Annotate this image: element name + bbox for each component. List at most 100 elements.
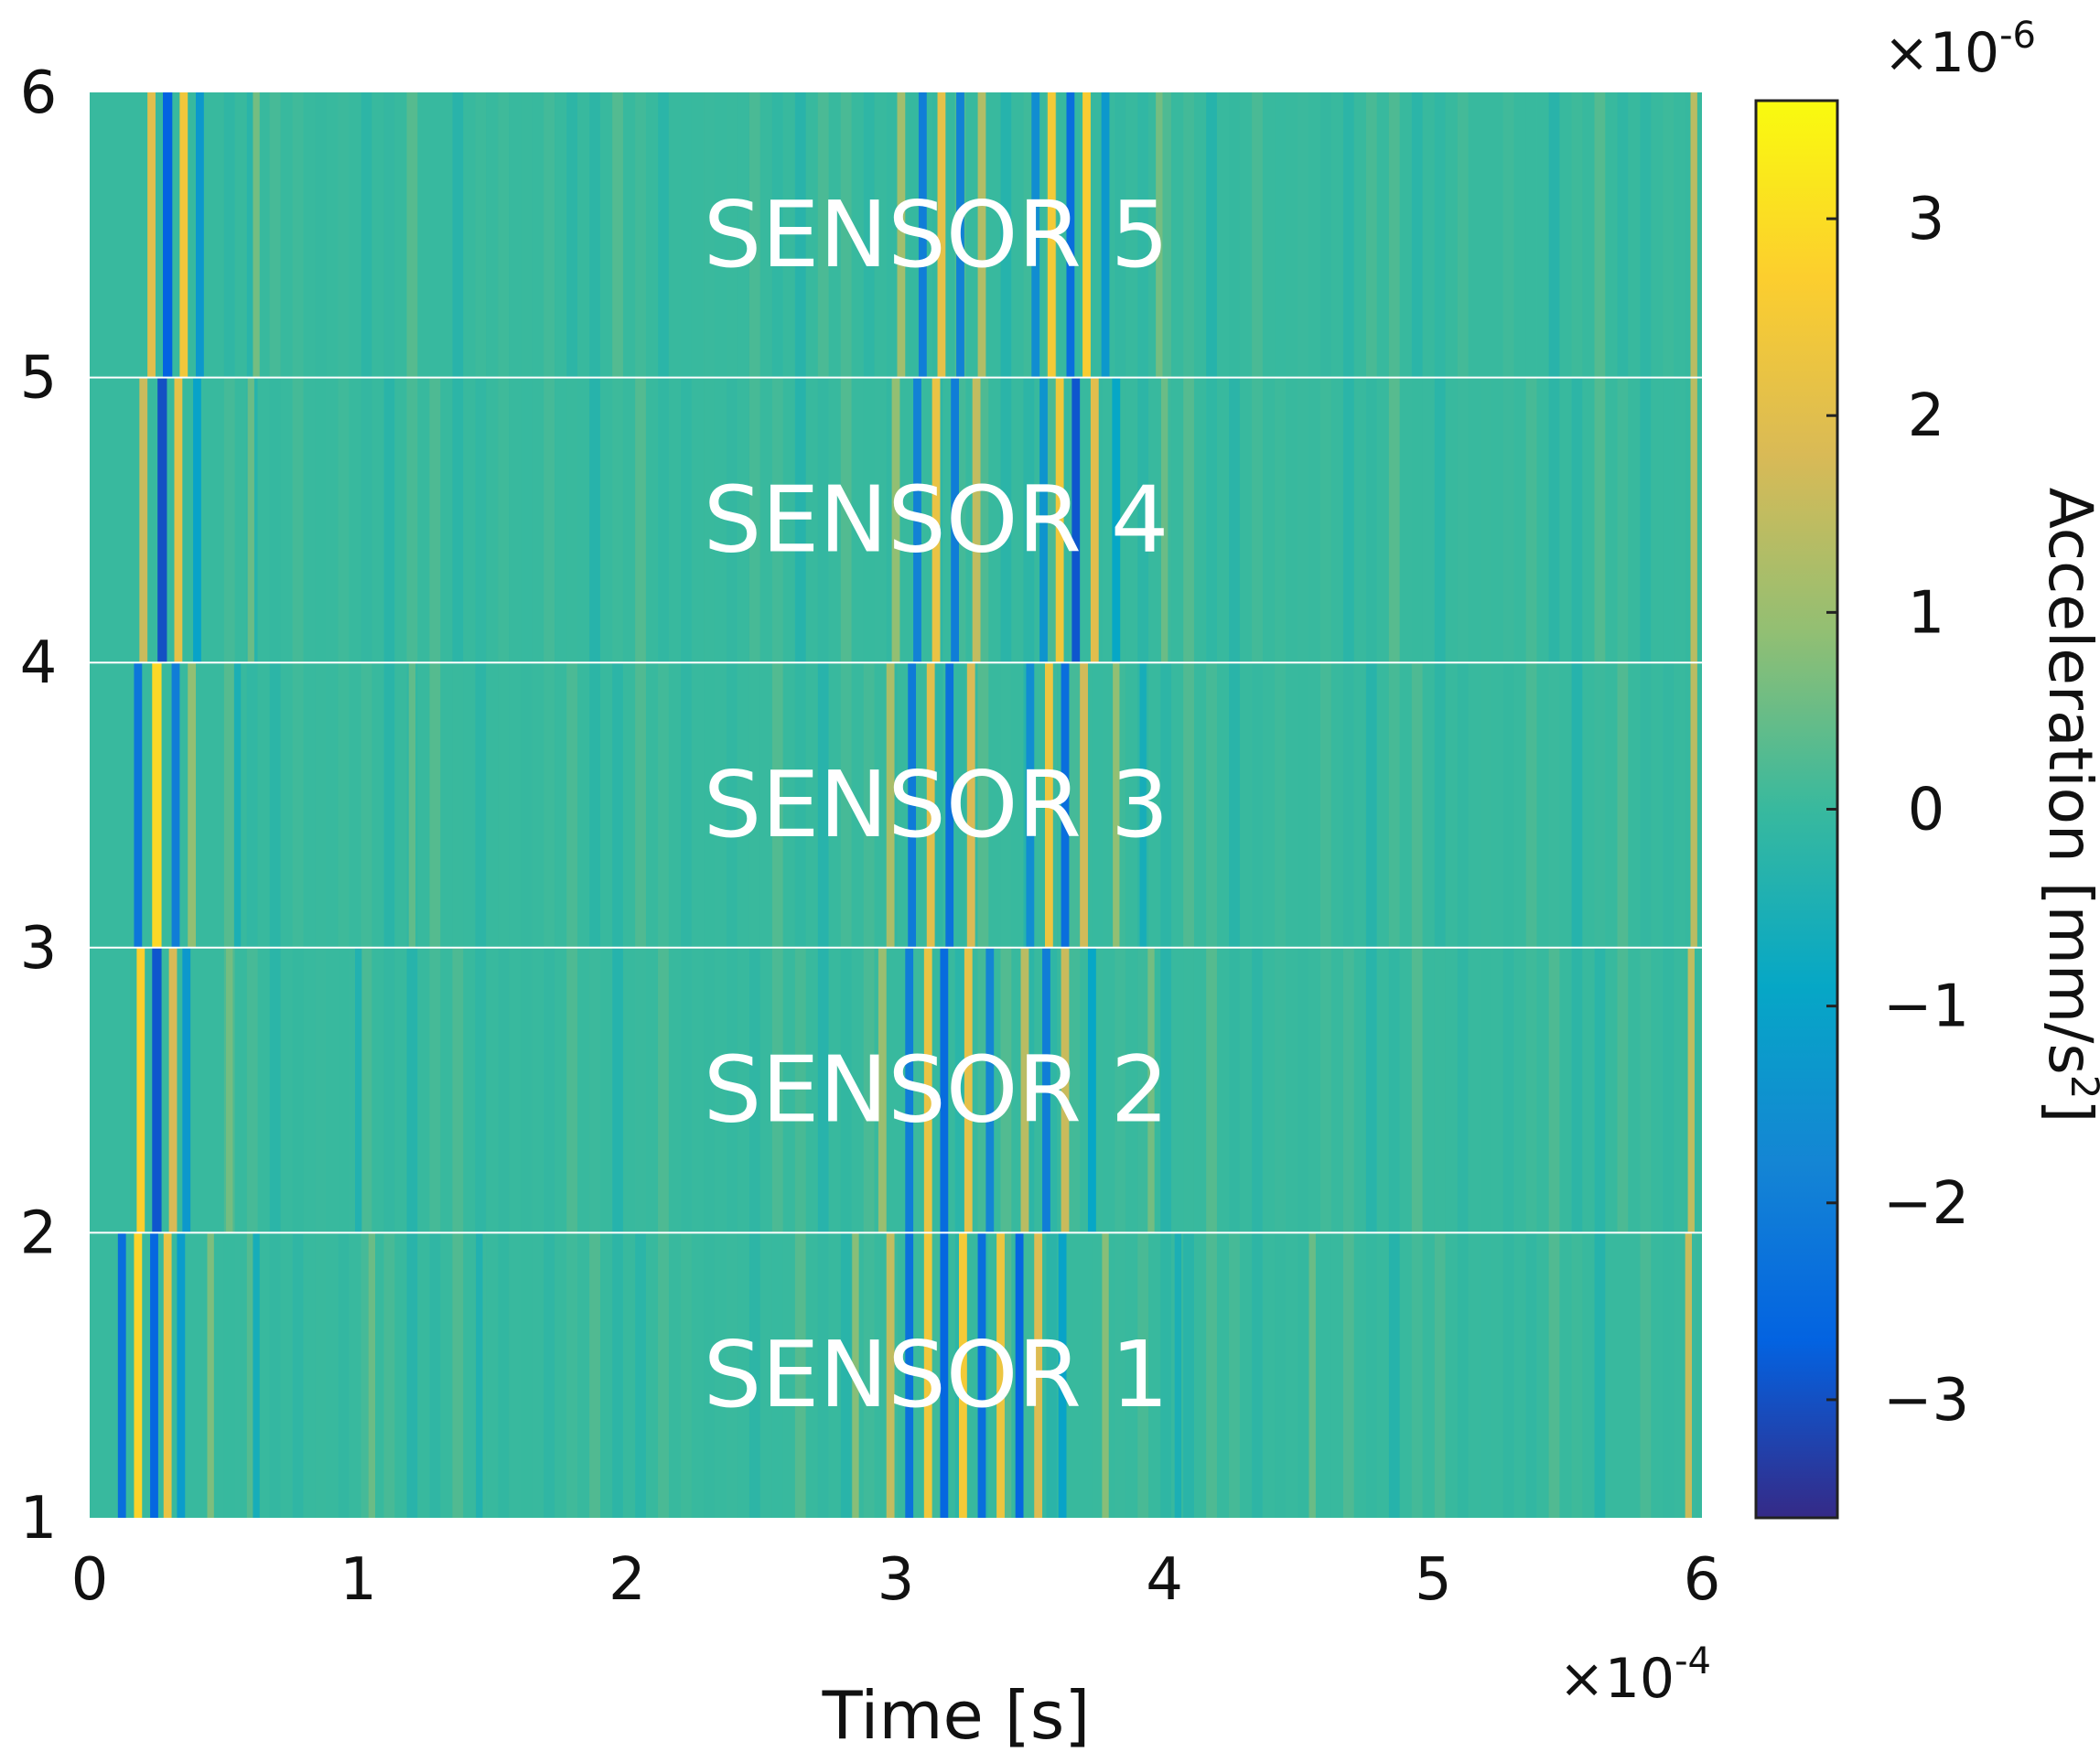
heatmap-band: [177, 1232, 186, 1518]
texture-stripe: [840, 92, 852, 378]
heatmap-band: [886, 662, 895, 948]
texture-stripe: [1252, 662, 1263, 948]
texture-stripe: [452, 662, 464, 948]
texture-stripe: [429, 662, 441, 948]
heatmap-band: [996, 1232, 1005, 1518]
heatmap-band: [972, 377, 981, 663]
x-tick-label: 6: [1684, 1546, 1721, 1614]
texture-stripe: [1663, 1232, 1675, 1518]
texture-stripe: [1342, 92, 1354, 378]
heatmap-band: [253, 1232, 260, 1518]
texture-stripe: [452, 92, 464, 378]
texture-stripe: [1365, 947, 1377, 1233]
heatmap-band: [1690, 662, 1697, 948]
texture-stripe: [1434, 662, 1446, 948]
texture-stripe: [840, 377, 852, 663]
texture-stripe: [1183, 1232, 1194, 1518]
heatmap-band: [1112, 377, 1121, 663]
texture-stripe: [292, 377, 304, 663]
plot-area: [90, 92, 1702, 1518]
texture-stripe: [1548, 1232, 1560, 1518]
heatmap-band: [136, 947, 145, 1233]
texture-stripe: [589, 377, 600, 663]
x-tick-label: 0: [71, 1546, 109, 1614]
texture-stripe: [361, 947, 372, 1233]
heatmap-band: [886, 1232, 895, 1518]
texture-stripe: [794, 1232, 806, 1518]
texture-stripe: [817, 662, 829, 948]
heatmap-band: [852, 1232, 859, 1518]
texture-stripe: [452, 377, 464, 663]
texture-stripe: [954, 662, 966, 948]
texture-stripe: [1023, 1232, 1035, 1518]
texture-stripe: [361, 662, 372, 948]
texture-stripe: [589, 1232, 600, 1518]
texture-stripe: [1365, 92, 1377, 378]
x-axis-label: Time [s]: [822, 1677, 1091, 1754]
texture-stripe: [1229, 1232, 1240, 1518]
heatmap-band: [891, 377, 900, 663]
y-tick-label: 1: [20, 1485, 58, 1553]
texture-stripe: [1548, 377, 1560, 663]
texture-stripe: [452, 1232, 464, 1518]
texture-stripe: [1252, 1232, 1263, 1518]
texture-stripe: [1594, 377, 1606, 663]
texture-stripe: [681, 1232, 692, 1518]
heatmap-band: [1066, 92, 1075, 378]
texture-stripe: [1137, 92, 1149, 378]
texture-stripe: [1252, 947, 1263, 1233]
heatmap-band: [152, 947, 162, 1233]
texture-stripe: [1617, 92, 1629, 378]
heatmap-band: [1160, 377, 1168, 663]
texture-stripe: [1319, 377, 1331, 663]
colorbar-tick-label: 1: [1908, 579, 1945, 647]
colorbar-multiplier-base: ×10: [1883, 21, 1999, 85]
texture-stripe: [544, 947, 555, 1233]
texture-stripe: [1571, 1232, 1583, 1518]
heatmap-band: [195, 92, 204, 378]
colorbar: 3 2 1 0 −1 −2 −3: [1754, 99, 1969, 1520]
heatmap-band: [1308, 1232, 1316, 1518]
x-tick-label: 3: [878, 1546, 915, 1614]
texture-stripe: [1183, 947, 1194, 1233]
sensor-row-1: [90, 1232, 1702, 1518]
texture-stripe: [269, 377, 281, 663]
y-tick-label: 4: [20, 629, 58, 697]
texture-stripe: [589, 662, 600, 948]
texture-stripe: [1663, 662, 1675, 948]
texture-stripe: [1434, 377, 1446, 663]
texture-stripe: [1525, 377, 1537, 663]
texture-stripe: [1046, 377, 1058, 663]
texture-stripe: [1000, 1232, 1012, 1518]
texture-stripe: [1298, 947, 1308, 1233]
texture-stripe: [498, 662, 510, 948]
heatmap-band: [1090, 377, 1099, 663]
heatmap-band: [476, 1232, 483, 1518]
texture-stripe: [521, 92, 533, 378]
texture-stripe: [977, 662, 989, 948]
texture-stripe: [1411, 92, 1423, 378]
texture-stripe: [1457, 377, 1469, 663]
texture-stripe: [406, 377, 418, 663]
texture-stripe: [1502, 947, 1514, 1233]
texture-stripe: [771, 662, 783, 948]
texture-stripe: [452, 947, 464, 1233]
texture-stripe: [223, 92, 235, 378]
texture-stripe: [292, 1232, 304, 1518]
heatmap-band: [985, 947, 995, 1233]
texture-stripe: [1502, 377, 1514, 663]
texture-stripe: [1480, 1232, 1492, 1518]
texture-stripe: [544, 377, 555, 663]
texture-stripe: [292, 92, 304, 378]
texture-stripe: [704, 1232, 715, 1518]
colorbar-label-end: ]: [2035, 1100, 2100, 1123]
texture-stripe: [1663, 377, 1675, 663]
texture-stripe: [1617, 947, 1629, 1233]
heatmap-band: [977, 1232, 986, 1518]
texture-stripe: [840, 947, 852, 1233]
texture-stripe: [1092, 92, 1104, 378]
colorbar-label-sup: 2: [2062, 1075, 2100, 1100]
texture-stripe: [1571, 662, 1583, 948]
heatmap-band: [368, 1232, 376, 1518]
heatmap-band: [1020, 947, 1029, 1233]
